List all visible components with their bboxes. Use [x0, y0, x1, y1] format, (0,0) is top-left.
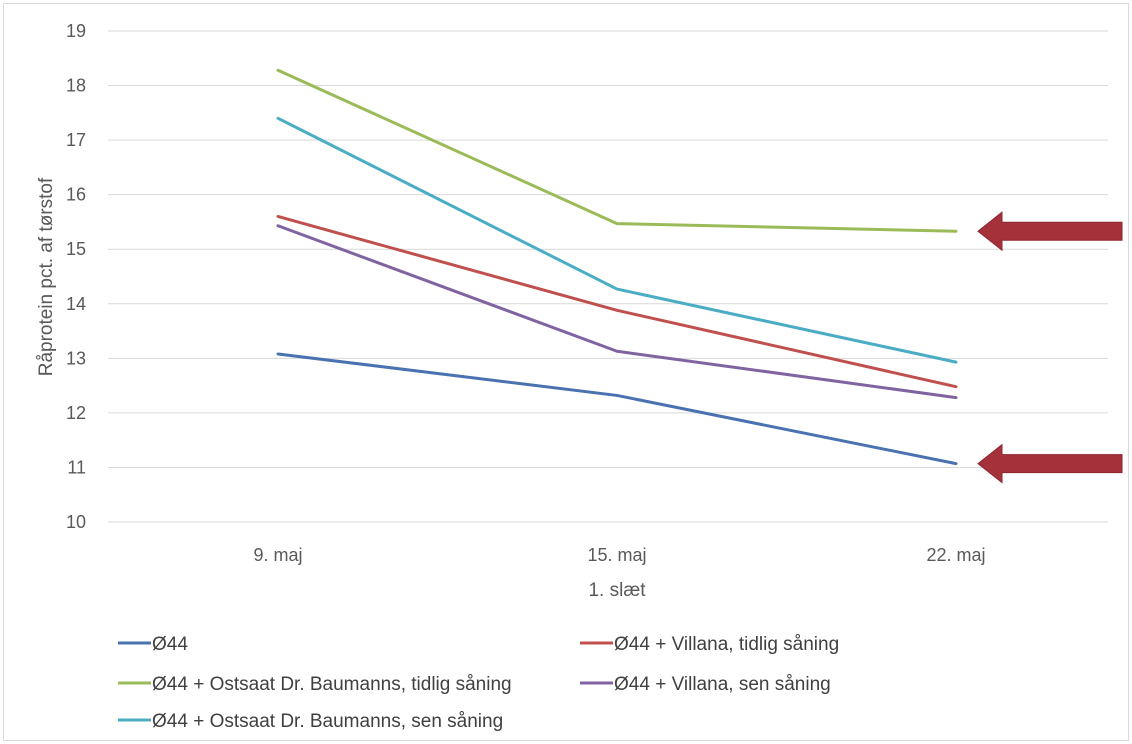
x-tick-label: 15. maj	[587, 545, 646, 565]
series-line-3	[276, 224, 958, 400]
legend-entry-label: Ø44 + Ostsaat Dr. Baumanns, tidlig sånin…	[152, 674, 512, 695]
legend-entry-label: Ø44 + Villana, sen såning	[614, 674, 831, 695]
series-line-4	[276, 116, 958, 364]
y-tick-labels: 10 11 12 13 14 15 16 17 18 19	[66, 21, 86, 532]
y-tick-label: 10	[66, 512, 86, 532]
y-tick-label: 15	[66, 239, 86, 259]
series-line-2	[276, 68, 958, 233]
y-tick-label: 12	[66, 403, 86, 423]
x-axis-title: 1. slæt	[588, 580, 646, 601]
x-tick-label: 22. maj	[926, 545, 985, 565]
y-tick-label: 19	[66, 21, 86, 41]
x-tick-label: 9. maj	[253, 545, 302, 565]
chart-frame	[3, 3, 1129, 741]
annotation-arrow-1	[977, 443, 1123, 484]
legend-entry-label: Ø44 + Ostsaat Dr. Baumanns, sen såning	[152, 711, 503, 732]
legend-entry-label: Ø44	[152, 634, 188, 655]
y-tick-label: 17	[66, 130, 86, 150]
y-axis-title: Råprotein pct. af tørstof	[36, 177, 57, 376]
series-line-1	[276, 214, 958, 389]
legend: Ø44 Ø44 + Villana, tidlig såning Ø44 + Ost…	[118, 634, 839, 732]
annotation-arrows	[977, 211, 1123, 484]
annotation-arrow-0	[977, 211, 1123, 252]
y-tick-label: 16	[66, 185, 86, 205]
y-tick-label: 14	[66, 294, 86, 314]
series-line-0	[276, 352, 958, 466]
y-tick-label: 18	[66, 76, 86, 96]
legend-entry-label: Ø44 + Villana, tidlig såning	[614, 634, 839, 655]
series-lines	[276, 68, 958, 466]
gridlines	[108, 30, 1108, 523]
x-tick-labels: 9. maj 15. maj 22. maj	[253, 545, 985, 565]
y-tick-label: 11	[67, 457, 86, 477]
y-tick-label: 13	[66, 348, 86, 368]
